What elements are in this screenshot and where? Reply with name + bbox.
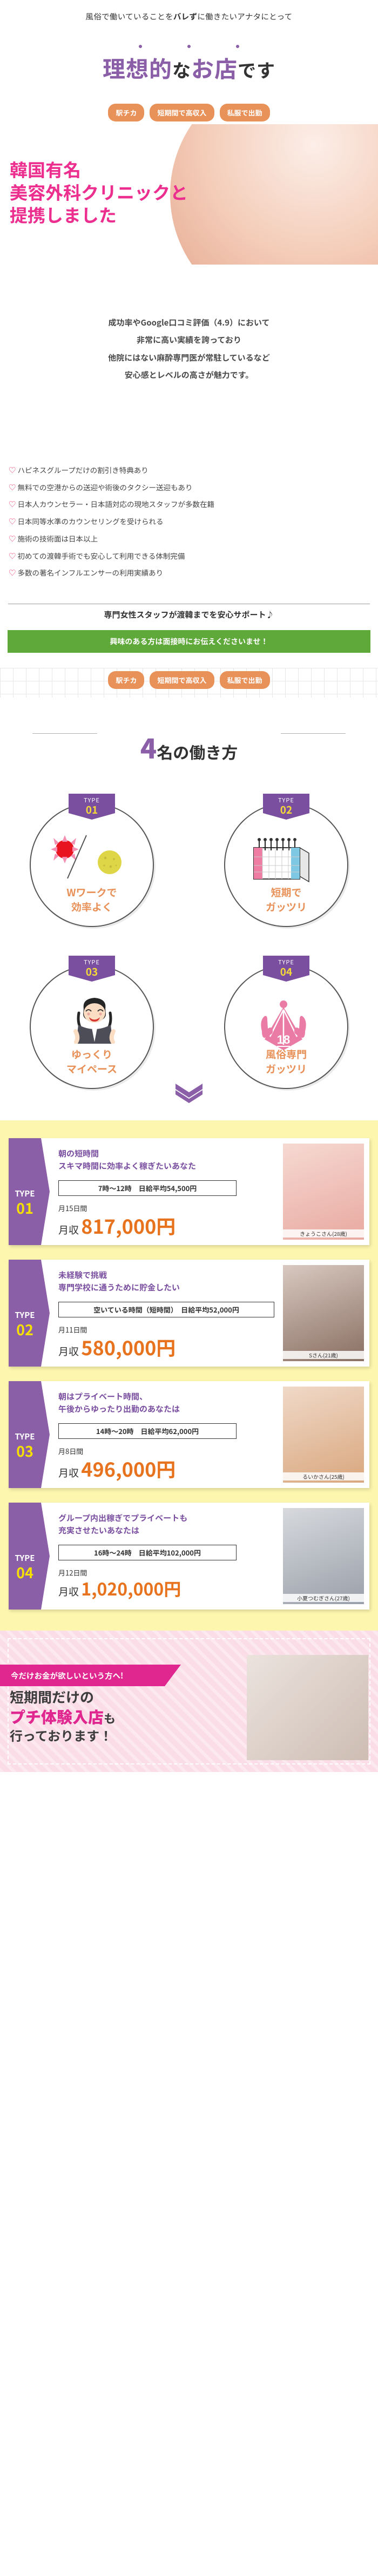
svg-text:01: 01 bbox=[16, 1197, 33, 1218]
svg-text:02: 02 bbox=[16, 1319, 33, 1340]
svg-text:04: 04 bbox=[16, 1561, 33, 1583]
svg-text:03: 03 bbox=[16, 1440, 33, 1461]
svg-text:18: 18 bbox=[277, 1033, 290, 1046]
